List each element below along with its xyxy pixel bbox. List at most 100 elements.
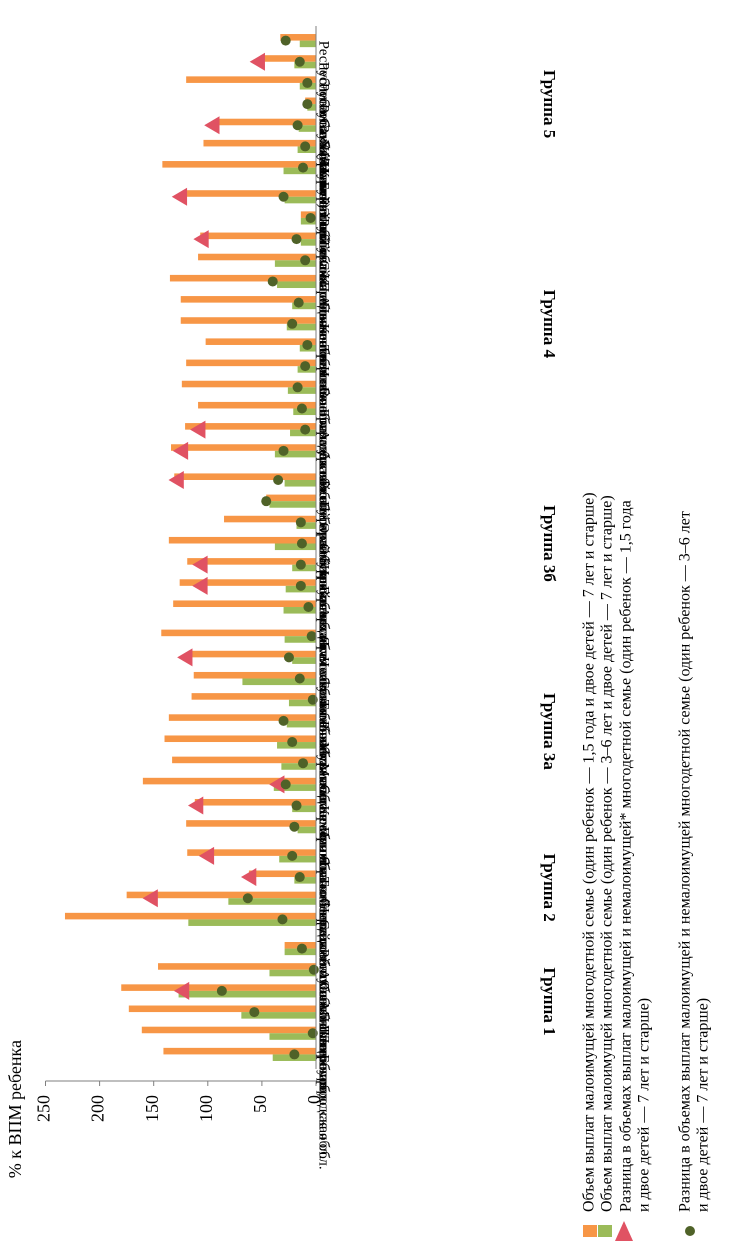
triangle-marker [240,868,257,887]
circle-marker [294,673,305,684]
legend: Объем выплат малоимущей многодетной семь… [581,492,712,1241]
bar-orange [224,515,316,523]
value-tick-label: 200 [88,1095,108,1122]
value-tick-label: 250 [34,1095,54,1122]
triangle-marker [173,981,190,1000]
triangle-marker [198,846,215,865]
bar-orange [266,494,316,502]
category-label: Забайкальский край [316,125,332,253]
bar-orange [191,693,316,700]
triangle-marker [204,116,220,135]
bar-orange [198,401,316,409]
triangle-marker [190,420,206,439]
bar-orange [179,579,316,586]
bar-orange [128,1005,316,1013]
bar-green [274,543,316,551]
circle-marker [289,821,300,832]
bar-green [274,260,316,267]
bar-green [298,125,316,132]
triangle-marker [187,796,204,815]
circle-marker [296,538,307,549]
circle-marker [295,517,306,528]
category-label: Иркутская обл. [316,565,332,662]
legend-entry-text: Объем выплат малоимущей многодетной семь… [599,495,616,1212]
bar-orange [280,34,316,41]
bar-green [307,104,316,111]
bar-orange [182,190,316,197]
bar-orange [126,891,317,899]
group-label: Группа 5 [540,70,559,138]
circle-marker [307,1028,318,1039]
category-label: Амурская обл. [316,430,332,522]
legend-marker-circle [685,1226,695,1236]
bar-green [299,40,316,48]
circle-marker [278,191,289,202]
bar-green [283,607,316,614]
category-label: Свердловская обл. [316,898,332,1016]
circle-marker [291,234,302,245]
circle-marker [296,943,307,954]
bar-orange [171,444,316,451]
bar-green [292,805,316,813]
category-label: Тульская обл. [316,679,332,766]
circle-marker [305,212,316,223]
category-label: Липецкая обл. [316,1012,332,1103]
triangle-marker [168,470,184,489]
category-label: Республика Башкортостан [316,480,332,648]
category-label: г. Санкт-Петербург [316,970,332,1092]
circle-marker [300,141,311,152]
category-label: Ярославская обл. [316,636,332,746]
circle-marker [293,297,304,308]
category-label: Кемеровская обл. [316,806,332,917]
category-label: Пензенская обл. [316,303,332,406]
circle-marker [280,779,291,790]
category-label: Мурманская обл. [316,742,332,851]
value-tick-label: 150 [142,1095,162,1122]
category-label: г. Москва [316,991,332,1052]
group-label: Группа 4 [540,290,559,359]
bar-orange [198,253,316,261]
bar-orange [162,161,316,168]
legend-entry-text: Объем выплат малоимущей многодетной семь… [581,492,598,1212]
circle-marker [302,339,313,350]
bar-green [269,969,316,977]
bar-green [281,763,316,770]
category-label: Челябинская обл. [316,657,332,769]
category-label: Пермский край [316,501,332,598]
circle-marker [300,361,311,372]
group-label: Группа 3б [540,505,559,582]
category-label: Республика Адыгея [316,218,332,344]
bar-orange [163,1047,316,1055]
category-label: Республика Татарстан [316,949,332,1090]
bar-green [241,1012,316,1019]
triangle-marker [192,555,208,574]
circle-marker [287,737,298,748]
circle-marker [306,631,317,642]
bar-green [277,742,316,749]
circle-marker [242,893,253,904]
circle-marker [296,403,307,414]
triangle-marker [172,441,189,460]
bar-green [284,479,316,487]
circle-marker [294,56,305,67]
circle-marker [307,694,318,705]
circle-marker [295,580,306,591]
bar-green [296,522,316,529]
bar-orange [193,671,316,679]
legend-entry-text: Разница в объемах выплат малоимущей и не… [618,500,635,1212]
circle-marker [300,255,311,266]
value-axis-title: % к ВПМ ребенка [5,1040,25,1178]
bar-green [228,898,316,905]
category-label: Республика Карелия [316,197,332,328]
bar-orange [141,1026,316,1034]
category-label: Республика Бурятия [316,104,332,233]
bar-orange [188,650,316,658]
legend-entry-text: Разница в объемах выплат малоимущей и не… [677,511,694,1212]
bar-orange [186,820,316,827]
category-label: Тамбовская обл. [316,700,332,804]
category-label: Рязанская обл. [316,721,332,813]
bar-green [284,196,316,204]
category-label: Томская обл. [316,239,332,321]
category-label: Приморский край [316,827,332,941]
category-label: Республика Марий Эл [316,83,332,225]
